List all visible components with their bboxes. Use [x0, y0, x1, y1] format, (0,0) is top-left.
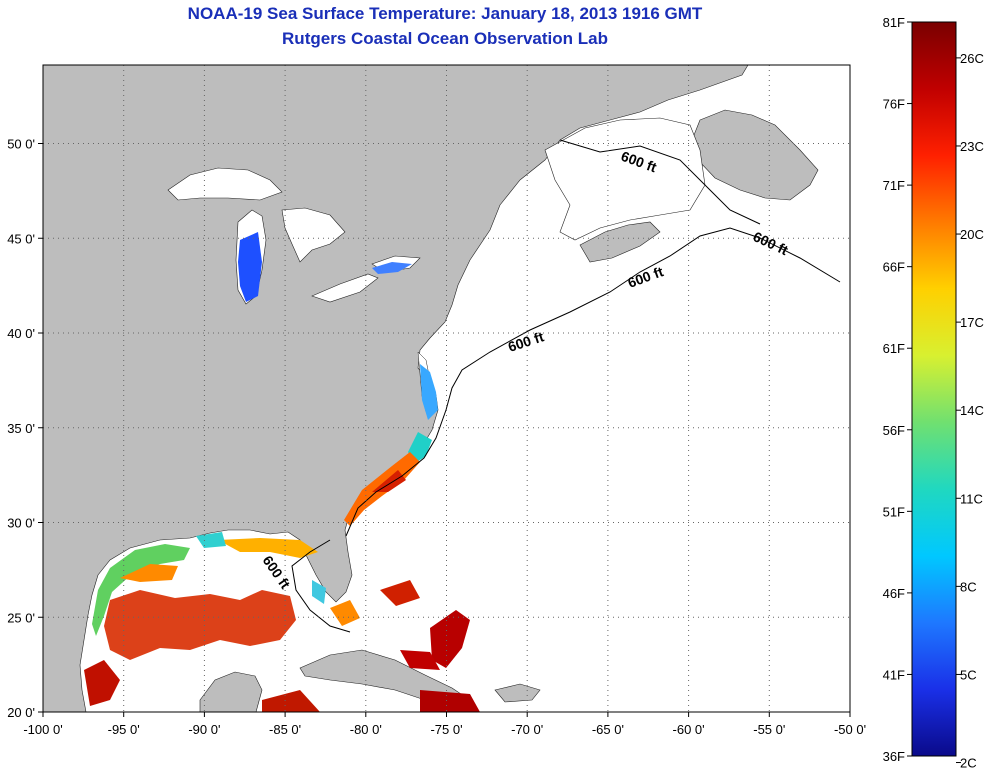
x-tick-label: -60 0' — [673, 722, 705, 737]
colorbar-c-label: 14C — [960, 403, 984, 418]
colorbar-c-label: 2C — [960, 756, 977, 770]
caribbean-sst — [420, 690, 480, 712]
yucatan-land — [199, 671, 263, 712]
bahamas-sst — [430, 610, 470, 668]
x-tick-label: -50 0' — [834, 722, 866, 737]
colorbar-fahrenheit-scale: 81F 76F 71F 66F 61F 56F 51F 46F 41F 36F — [883, 15, 912, 764]
gulf-st-lawrence-water — [544, 117, 706, 241]
x-tick-label: -90 0' — [188, 722, 220, 737]
texas-shelf-sst — [92, 544, 190, 636]
colorbar-f-label: 66F — [883, 260, 905, 275]
colorbar-c-label: 26C — [960, 51, 984, 66]
map-subtitle: Rutgers Coastal Ocean Observation Lab — [282, 29, 608, 48]
y-tick-label: 45 0' — [7, 231, 35, 246]
cuba-north-sst — [400, 650, 440, 670]
colorbar-f-label: 71F — [883, 178, 905, 193]
x-tick-label: -70 0' — [511, 722, 543, 737]
x-tick-label: -85 0' — [269, 722, 301, 737]
x-tick-label: -80 0' — [350, 722, 382, 737]
y-tick-label: 25 0' — [7, 610, 35, 625]
colorbar-c-label: 11C — [960, 491, 983, 506]
colorbar-f-label: 61F — [883, 341, 905, 356]
lake-michigan-sst — [238, 232, 262, 302]
sst-data — [84, 232, 480, 712]
gulf-north-cool-sst — [196, 532, 226, 548]
florida-bay-sst — [312, 580, 326, 604]
x-tick-label: -55 0' — [753, 722, 785, 737]
lake-huron — [281, 207, 346, 263]
depth-contours — [291, 139, 841, 633]
gulf-south-sst — [84, 660, 120, 706]
colorbar-f-label: 36F — [883, 749, 905, 764]
gulf-600ft-contour — [291, 539, 351, 633]
texas-warm-sst — [120, 564, 178, 582]
colorbar-celsius-scale: 26C 23C 20C 17C 14C 11C 8C 5C 2C — [956, 51, 984, 770]
colorbar-f-label: 46F — [883, 586, 905, 601]
colorbar-f-label: 56F — [883, 423, 905, 438]
shelf-600ft-contour — [559, 139, 761, 225]
map-axes: -100 0' -95 0' -90 0' -85 0' -80 0' -75 0' -70… — [7, 137, 866, 738]
gulf-north-shelf-sst — [218, 538, 318, 558]
yucatan-sst — [262, 690, 320, 712]
x-tick-label: -75 0' — [430, 722, 462, 737]
colorbar — [911, 21, 957, 757]
y-tick-label: 35 0' — [7, 421, 35, 436]
hispaniola-land — [494, 683, 541, 703]
chesapeake-sst — [420, 364, 438, 420]
lake-erie-sst — [372, 262, 412, 274]
colorbar-c-label: 5C — [960, 667, 977, 682]
x-tick-label: -100 0' — [23, 722, 62, 737]
map-title: NOAA-19 Sea Surface Temperature: January… — [187, 4, 703, 23]
gulf-stream-core-sst — [372, 470, 406, 492]
gulf-interior-sst — [104, 590, 296, 660]
atlantic-patch-sst — [380, 580, 420, 606]
atlantic-600ft-contour — [345, 227, 841, 537]
colorbar-f-label: 81F — [883, 15, 905, 30]
colorbar-f-label: 76F — [883, 97, 905, 112]
y-tick-label: 20 0' — [7, 705, 35, 720]
colorbar-c-label: 20C — [960, 227, 984, 242]
colorbar-f-label: 51F — [883, 504, 905, 519]
y-tick-label: 30 0' — [7, 516, 35, 531]
lake-erie — [311, 273, 379, 303]
colorbar-c-label: 17C — [960, 315, 984, 330]
colorbar-c-label: 23C — [960, 139, 984, 154]
colorbar-f-label: 41F — [883, 667, 905, 682]
colorbar-c-label: 8C — [960, 579, 977, 594]
y-tick-label: 40 0' — [7, 326, 35, 341]
nova-scotia-land — [579, 221, 661, 263]
y-tick-label: 50 0' — [7, 137, 35, 152]
x-tick-label: -95 0' — [108, 722, 140, 737]
lake-superior — [167, 167, 283, 201]
florida-keys-sst — [330, 600, 360, 626]
map-layers — [43, 65, 850, 712]
x-tick-label: -65 0' — [592, 722, 624, 737]
